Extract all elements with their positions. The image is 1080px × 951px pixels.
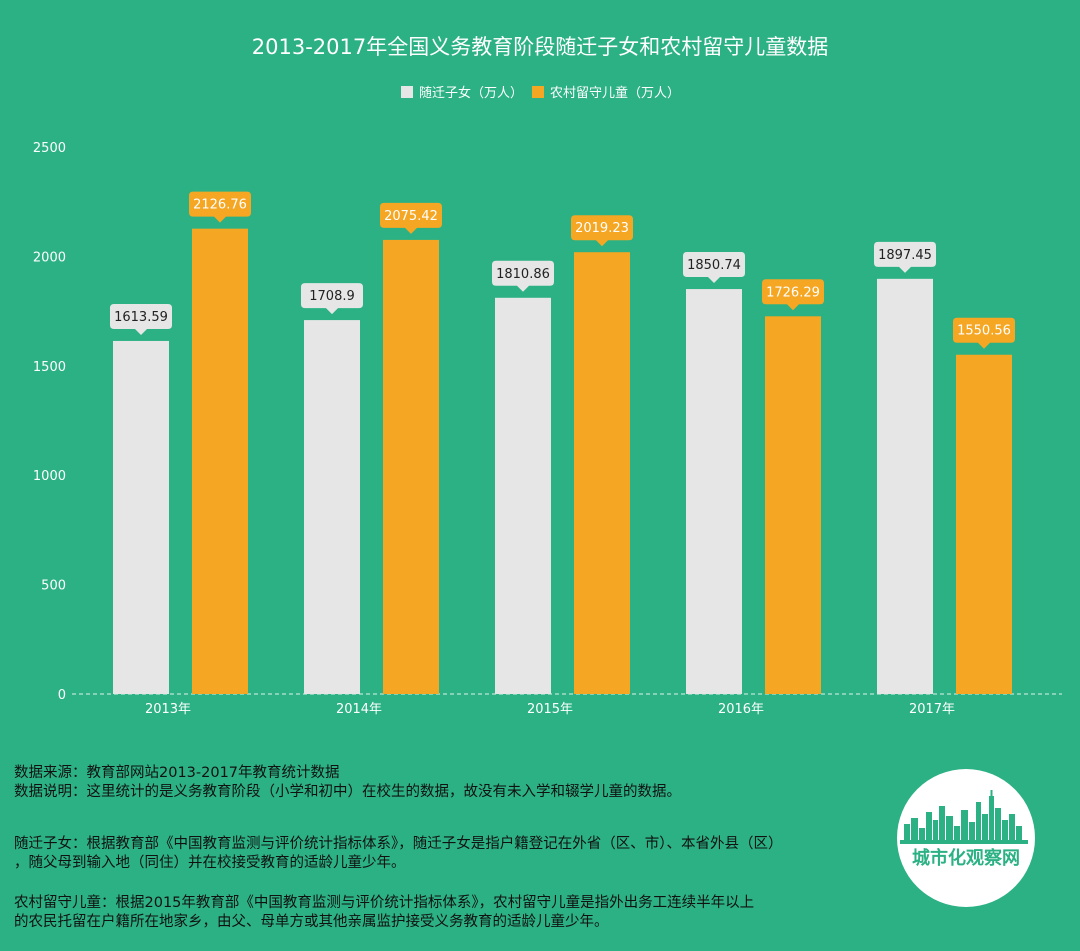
data-label: 2075.42 xyxy=(384,209,438,224)
data-source-note: 数据来源：教育部网站2013-2017年教育统计数据 xyxy=(14,765,340,781)
data-label: 2019.23 xyxy=(575,221,629,236)
data-label-bubble xyxy=(953,317,1015,349)
bar-series-1 xyxy=(113,340,169,694)
data-label-bubble xyxy=(762,279,824,311)
bar-series-1 xyxy=(877,278,933,694)
data-label: 1613.59 xyxy=(114,310,168,325)
data-label: 1708.9 xyxy=(309,289,355,304)
x-tick-label: 2014年 xyxy=(336,702,382,717)
legend-label-series-1: 随迁子女（万人） xyxy=(419,85,523,101)
data-label-bubble xyxy=(492,260,554,292)
y-tick-label: 1000 xyxy=(33,469,66,484)
y-tick-label: 0 xyxy=(58,688,66,703)
legend: 随迁子女（万人） 农村留守儿童（万人） xyxy=(401,85,680,101)
data-label: 1810.86 xyxy=(496,267,550,282)
bar-series-2 xyxy=(765,316,821,694)
bar-series-2 xyxy=(383,239,439,694)
bar-chart: 2013-2017年全国义务教育阶段随迁子女和农村留守儿童数据 随迁子女（万人）… xyxy=(33,35,1062,717)
data-label: 1726.29 xyxy=(766,285,820,300)
bar-series-2 xyxy=(574,252,630,694)
x-axis: 2013年 2014年 2015年 2016年 2017年 xyxy=(145,702,955,717)
bar-series-1 xyxy=(304,320,360,694)
data-explanation-note: 数据说明：这里统计的是义务教育阶段（小学和初中）在校生的数据，故没有未入学和辍学… xyxy=(14,784,681,800)
x-tick-label: 2017年 xyxy=(909,702,955,717)
x-tick-label: 2013年 xyxy=(145,702,191,717)
left-behind-children-definition-line-1: 农村留守儿童：根据2015年教育部《中国教育监测与评价统计指标体系》，农村留守儿… xyxy=(14,895,755,911)
skyline-icon xyxy=(900,790,1028,844)
legend-swatch-series-2 xyxy=(532,86,544,98)
left-behind-children-definition-line-2: 的农民托留在户籍所在地家乡，由父、母单方或其他亲属监护接受义务教育的适龄儿童少年… xyxy=(14,914,609,930)
data-label-bubble xyxy=(380,202,442,234)
logo-text: 城市化观察网 xyxy=(912,847,1020,869)
data-label-bubble xyxy=(571,215,633,247)
x-tick-label: 2015年 xyxy=(527,702,573,717)
chart-title: 2013-2017年全国义务教育阶段随迁子女和农村留守儿童数据 xyxy=(252,35,828,59)
data-label-bubble xyxy=(301,283,363,315)
y-tick-label: 500 xyxy=(41,579,66,594)
legend-label-series-2: 农村留守儿童（万人） xyxy=(550,85,680,101)
y-axis: 0 500 1000 1500 2000 2500 xyxy=(33,141,66,703)
bar-series-1 xyxy=(495,297,551,694)
data-label: 1897.45 xyxy=(878,248,932,263)
data-label: 2126.76 xyxy=(193,198,247,213)
bar-series-2 xyxy=(192,228,248,694)
data-label-bubble xyxy=(683,252,745,284)
y-tick-label: 2000 xyxy=(33,250,66,265)
data-label-bubble xyxy=(189,191,251,223)
data-label: 1550.56 xyxy=(957,324,1011,339)
migrant-children-definition-line-1: 随迁子女：根据教育部《中国教育监测与评价统计指标体系》，随迁子女是指户籍登记在外… xyxy=(14,836,783,852)
bar-series-1 xyxy=(686,289,742,694)
notes: 数据来源：教育部网站2013-2017年教育统计数据 数据说明：这里统计的是义务… xyxy=(14,764,894,932)
y-tick-label: 1500 xyxy=(33,360,66,375)
legend-swatch-series-1 xyxy=(401,86,413,98)
bar-series-2 xyxy=(956,354,1012,694)
data-label: 1850.74 xyxy=(687,258,741,273)
migrant-children-definition-line-2: ，随父母到输入地（同住）并在校接受教育的适龄儿童少年。 xyxy=(14,855,406,871)
bars: 1613.59 2126.76 1708.9 2075.42 1810.86 2019.2… xyxy=(110,191,1015,694)
site-logo: 城市化观察网 xyxy=(897,769,1035,907)
y-tick-label: 2500 xyxy=(33,141,66,156)
data-label-bubble xyxy=(874,241,936,273)
x-tick-label: 2016年 xyxy=(718,702,764,717)
data-label-bubble xyxy=(110,303,172,335)
